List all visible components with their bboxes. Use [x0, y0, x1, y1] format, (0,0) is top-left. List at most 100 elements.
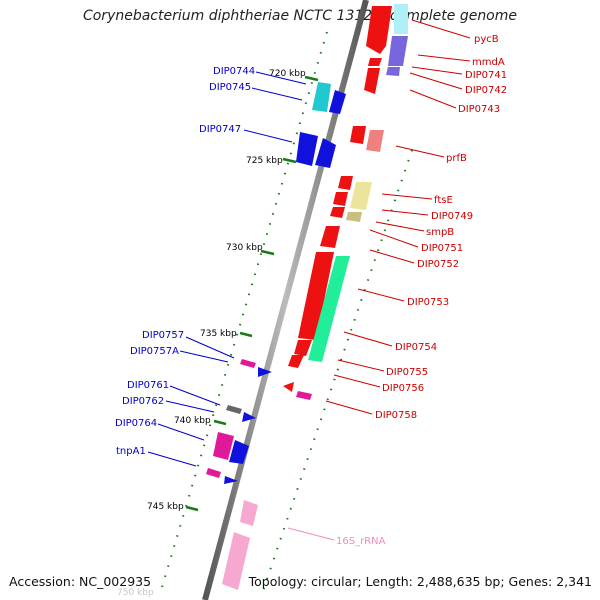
label-DIP0757: DIP0757	[142, 330, 184, 341]
gene-16S_rRNA[interactable]	[222, 532, 250, 590]
gene-DIP0764[interactable]	[229, 440, 249, 464]
connector-pycB	[411, 19, 471, 39]
label-prfB: prfB	[446, 153, 467, 164]
connector-DIP0755	[337, 359, 385, 372]
gene-DIP0749[interactable]	[333, 192, 348, 206]
gene-ftsE-red[interactable]	[338, 176, 353, 190]
gene-DIP0744[interactable]	[312, 82, 331, 112]
label-DIP0757A: DIP0757A	[130, 346, 179, 357]
gene-DIP0762[interactable]	[242, 412, 256, 422]
gene-DIP0747-a[interactable]	[296, 132, 318, 166]
label-DIP0745: DIP0745	[209, 82, 251, 93]
label-DIP0751: DIP0751	[421, 243, 463, 254]
connector-DIP0758	[325, 400, 373, 415]
label-DIP0758: DIP0758	[375, 410, 417, 421]
reverse-gene-features	[206, 82, 346, 590]
label-ftsE: ftsE	[434, 195, 453, 206]
gene-DIP0742[interactable]	[386, 67, 400, 76]
connector-DIP0751	[369, 229, 419, 248]
gene-DIP0761[interactable]	[226, 405, 242, 414]
tick-mark-725	[282, 157, 297, 164]
gene-mmdA[interactable]	[388, 36, 408, 66]
label-DIP0752: DIP0752	[417, 259, 459, 270]
gene-DIP0757[interactable]	[240, 359, 256, 368]
label-DIP0755: DIP0755	[386, 367, 428, 378]
connector-16S_rRNA	[287, 527, 335, 541]
connector-DIP0757	[185, 336, 235, 359]
accession-text: Accession: NC_002935	[9, 574, 152, 589]
label-DIP0743: DIP0743	[458, 104, 500, 115]
gene-16S_rRNA-a[interactable]	[240, 500, 258, 526]
gene-ftsE[interactable]	[350, 182, 372, 210]
topology-text: Topology: circular; Length: 2,488,635 bp…	[248, 574, 592, 589]
label-DIP0749: DIP0749	[431, 211, 473, 222]
forward-gene-labels: pycB mmdA DIP0741 DIP0742 DIP0743 prfB f…	[375, 34, 507, 421]
connector-prfB	[395, 145, 445, 158]
tick-mark-740	[213, 419, 227, 426]
connector-DIP0753	[357, 288, 405, 302]
connector-DIP0744	[255, 71, 307, 85]
connector-tnpA1	[147, 451, 197, 467]
gene-DIP0741[interactable]	[368, 58, 382, 66]
gene-DIP0757A[interactable]	[258, 367, 272, 377]
label-DIP0756: DIP0756	[382, 383, 424, 394]
gene-DIP0758[interactable]	[296, 391, 312, 400]
connector-DIP0741	[411, 66, 463, 75]
connector-DIP0743	[409, 89, 457, 109]
tick-mark-730	[260, 249, 275, 256]
gene-DIP0752[interactable]	[320, 226, 340, 248]
connector-DIP0754	[343, 331, 393, 347]
connector-smpB	[375, 221, 425, 232]
connector-DIP0745	[251, 87, 303, 101]
label-DIP0744: DIP0744	[213, 66, 255, 77]
label-DIP0753: DIP0753	[407, 297, 449, 308]
label-mmdA: mmdA	[472, 57, 505, 68]
gene-DIP0743[interactable]	[364, 68, 380, 94]
gene-tnpA1[interactable]	[224, 476, 238, 484]
gene-DIP0755[interactable]	[294, 340, 312, 356]
tick-label-745: 745 kbp	[147, 502, 184, 512]
gene-DIP0754[interactable]	[308, 256, 350, 362]
tick-label-725: 725 kbp	[246, 156, 283, 166]
connector-DIP0756	[333, 374, 381, 388]
gene-DIP0764-magenta[interactable]	[213, 432, 234, 460]
label-DIP0764: DIP0764	[115, 418, 157, 429]
label-DIP0747: DIP0747	[199, 124, 241, 135]
gene-DIP0753[interactable]	[298, 252, 334, 340]
gene-prfB[interactable]	[350, 126, 366, 144]
tick-mark-720	[304, 75, 319, 82]
gene-tnpA1-magenta[interactable]	[206, 468, 221, 478]
connector-DIP0749	[381, 209, 429, 216]
tick-mark-745	[185, 505, 199, 512]
label-pycB: pycB	[474, 34, 499, 45]
connector-DIP0742	[409, 72, 463, 90]
connector-DIP0752	[369, 249, 415, 264]
forward-gene-features	[283, 4, 408, 400]
gene-DIP0756[interactable]	[288, 355, 304, 368]
gene-DIP0747-b[interactable]	[315, 138, 336, 168]
figure-title: Corynebacterium diphtheriae NCTC 13129, …	[82, 8, 518, 24]
connector-mmdA	[417, 54, 471, 62]
connector-DIP0764	[157, 423, 205, 441]
label-DIP0742: DIP0742	[465, 85, 507, 96]
gene-DIP0751[interactable]	[330, 207, 345, 218]
gene-prfB-salmon[interactable]	[366, 130, 384, 152]
label-connectors	[147, 19, 471, 541]
label-DIP0741: DIP0741	[465, 70, 507, 81]
gene-DIP0758-red[interactable]	[283, 382, 294, 392]
tick-label-720: 720 kbp	[269, 69, 306, 79]
label-DIP0754: DIP0754	[395, 342, 437, 353]
tick-label-750: 750 kbp	[117, 588, 154, 598]
label-DIP0761: DIP0761	[127, 380, 169, 391]
tick-label-730: 730 kbp	[226, 243, 263, 253]
label-DIP0762: DIP0762	[122, 396, 164, 407]
kbp-ticks	[185, 75, 319, 512]
gene-DIP0745[interactable]	[329, 90, 346, 114]
connector-DIP0757A	[179, 350, 229, 363]
label-16S_rRNA: 16S_rRNA	[336, 536, 386, 547]
gene-smpB[interactable]	[346, 212, 362, 222]
label-smpB: smpB	[426, 227, 454, 238]
gene-pycB[interactable]	[366, 6, 392, 54]
